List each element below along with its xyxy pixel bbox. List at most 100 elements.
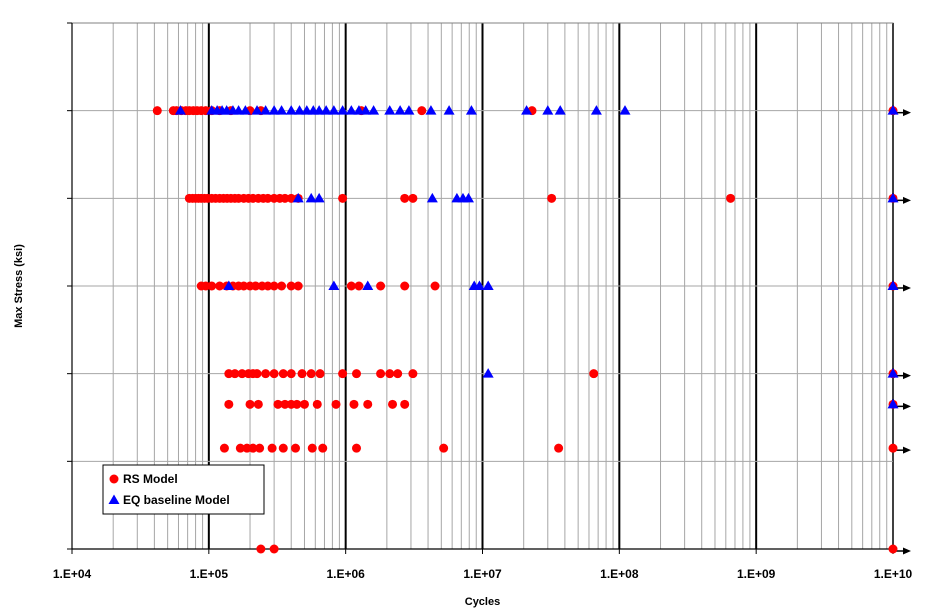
eq-baseline-model-point [384, 105, 396, 115]
y-axis-label: Max Stress (ksi) [13, 244, 25, 328]
rs-model-point [315, 369, 325, 379]
rs-model-point [888, 544, 898, 554]
eq-baseline-model-point [462, 192, 474, 203]
rs-model-point [439, 443, 449, 453]
rs-model-point [267, 443, 277, 453]
rs-model-point [352, 369, 362, 379]
eq-baseline-model-point [260, 105, 272, 115]
runout-arrow-head [903, 446, 911, 454]
rs-model-point [215, 281, 225, 291]
eq-baseline-model-point [473, 280, 485, 290]
rs-model-point [388, 399, 398, 409]
rs-model-point [408, 193, 418, 203]
rs-model-point [252, 369, 262, 379]
legend: RS Model EQ baseline Model [102, 464, 265, 515]
rs-model-point [230, 369, 240, 379]
rs-model-point [363, 399, 373, 409]
eq-baseline-model-point [542, 105, 554, 115]
rs-model-point [239, 281, 249, 291]
eq-baseline-model-point [223, 280, 235, 290]
x-tick-label: 1.E+07 [463, 567, 502, 581]
eq-baseline-model-point [251, 105, 263, 115]
x-tick-label: 1.E+09 [737, 567, 776, 581]
runout-arrow-head [903, 196, 911, 204]
eq-baseline-model-point [443, 105, 455, 115]
eq-baseline-model-point [521, 105, 533, 115]
rs-model-point [346, 281, 356, 291]
rs-model-point [278, 443, 288, 453]
eq-baseline-model-point [368, 105, 380, 115]
rs-model-point [408, 369, 418, 379]
runout-arrow-head [903, 547, 911, 555]
rs-model-point [269, 281, 279, 291]
rs-model-point [293, 281, 303, 291]
rs-model-point [269, 369, 279, 379]
eq-baseline-model-point [482, 368, 494, 378]
rs-model-point [251, 281, 261, 291]
legend-box [102, 464, 265, 515]
eq-baseline-model-point [403, 105, 415, 115]
rs-model-point [385, 369, 395, 379]
rs-model-point [286, 369, 296, 379]
x-tick-label: 1.E+10 [874, 567, 913, 581]
rs-model-point [263, 193, 273, 203]
rs-model-point [376, 281, 386, 291]
rs-model-point [400, 281, 410, 291]
eq-baseline-model-point [887, 280, 899, 290]
eq-baseline-model-point [619, 105, 631, 115]
runout-arrow-head [903, 372, 911, 380]
x-tick-label: 1.E+08 [600, 567, 639, 581]
rs-model-point [318, 443, 328, 453]
eq-baseline-model-point [305, 192, 317, 203]
rs-model-point [245, 399, 255, 409]
eq-baseline-model-point [328, 280, 340, 290]
axes [67, 22, 894, 554]
eq-baseline-model-point [268, 105, 280, 115]
eq-baseline-model-point [276, 105, 288, 115]
rs-model-point [393, 369, 403, 379]
runout-arrow-head [903, 284, 911, 292]
rs-model-point [280, 399, 290, 409]
rs-model-point [400, 399, 410, 409]
rs-model-point [554, 443, 564, 453]
eq-baseline-model-point [313, 192, 325, 203]
rs-model-point [277, 281, 287, 291]
rs-model-point [253, 399, 263, 409]
rs-model-point [349, 399, 359, 409]
eq-baseline-model-point [482, 280, 494, 290]
legend-label-rs-model: RS Model [123, 472, 178, 486]
rs-model-point [224, 399, 234, 409]
rs-model-point [152, 106, 162, 116]
rs-model-point [248, 443, 258, 453]
eq-baseline-model-point [590, 105, 602, 115]
legend-marker-eq-baseline-model [108, 494, 120, 504]
rs-model-point [263, 281, 273, 291]
runout-arrow-head [903, 402, 911, 410]
eq-baseline-model-point [360, 105, 372, 115]
rs-model-point [888, 443, 898, 453]
rs-model-point [255, 443, 265, 453]
eq-baseline-model-point [426, 192, 438, 203]
rs-model-point [269, 544, 279, 554]
rs-model-point [237, 369, 247, 379]
eq-baseline-model-point [320, 105, 332, 115]
legend-marker-rs-model [109, 474, 119, 484]
rs-model-point [338, 193, 348, 203]
rs-model-point [589, 369, 599, 379]
rs-model-point [278, 369, 288, 379]
rs-model-point [376, 369, 386, 379]
rs-model-point [292, 399, 302, 409]
eq-baseline-model-point [362, 280, 374, 290]
rs-model-point [291, 443, 301, 453]
eq-baseline-model-point [887, 105, 899, 115]
eq-baseline-model-point [465, 105, 477, 115]
rs-model-point [726, 193, 736, 203]
rs-model-point [307, 443, 317, 453]
rs-model-point [286, 193, 296, 203]
rs-model-point [207, 281, 217, 291]
rs-model-point [261, 369, 271, 379]
eq-baseline-model-point [887, 368, 899, 378]
eq-baseline-model-point [239, 105, 251, 115]
rs-model-point [273, 399, 283, 409]
